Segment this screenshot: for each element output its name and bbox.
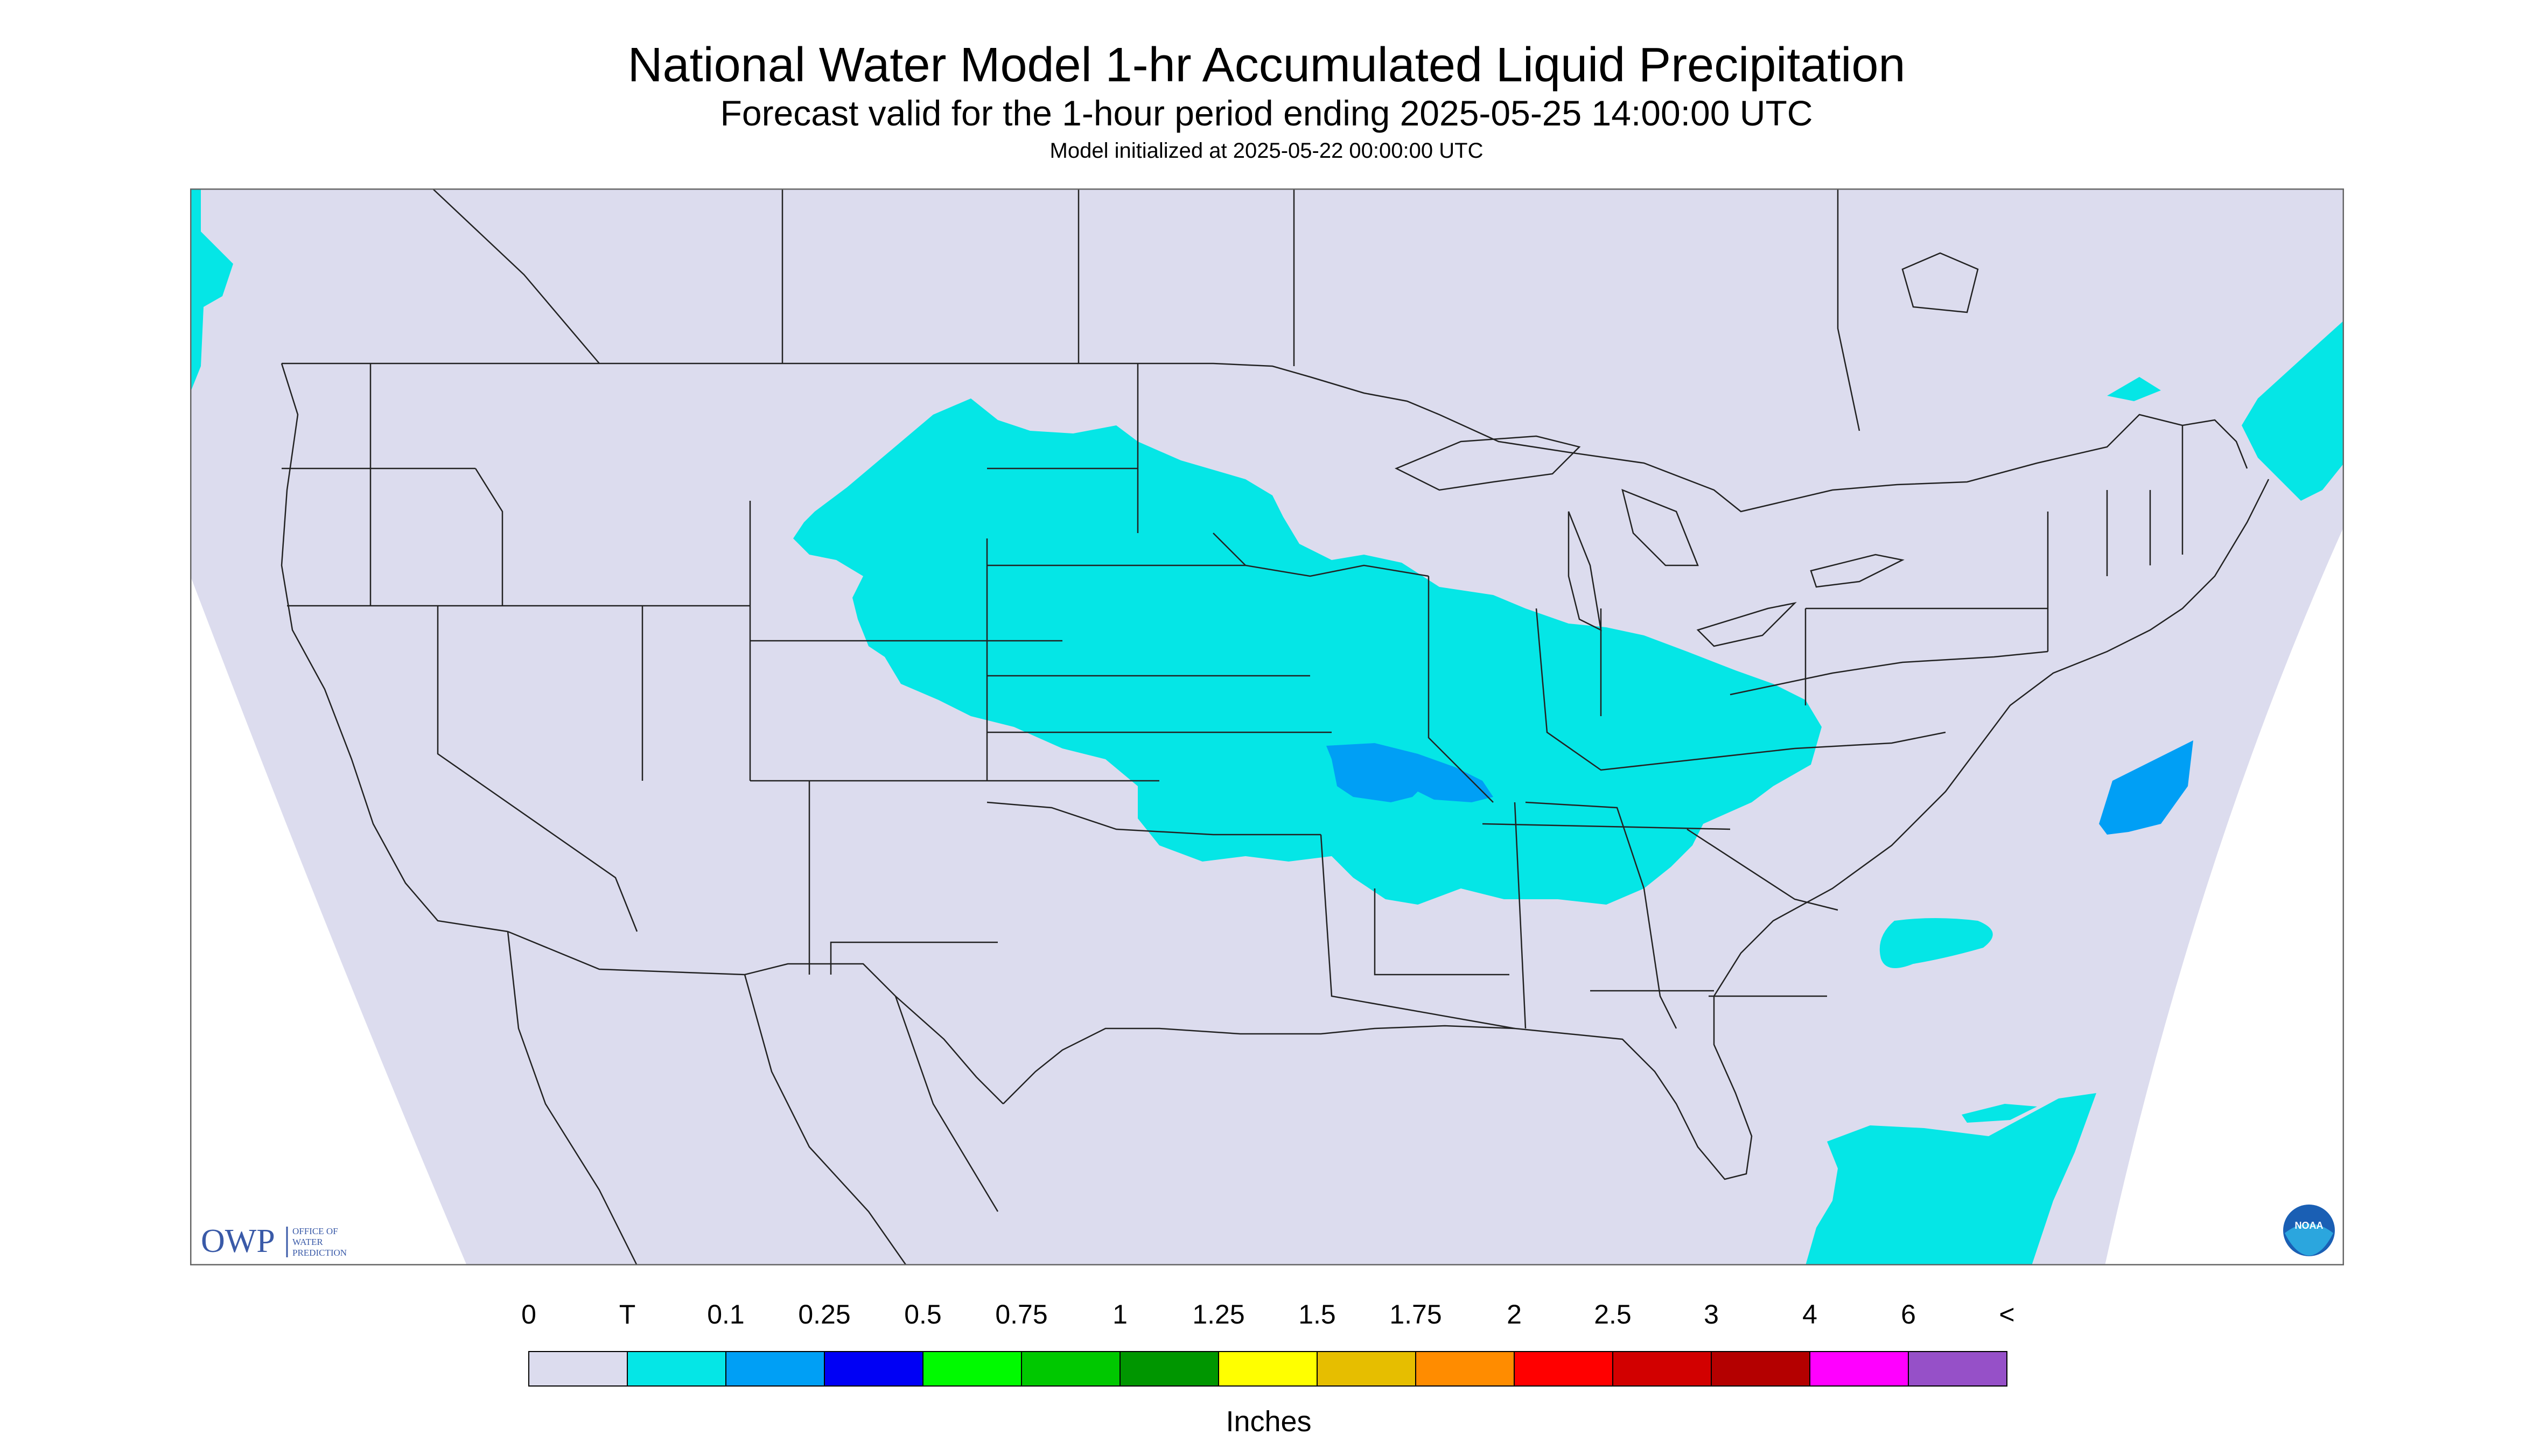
legend-label-3: 0.25 (798, 1299, 850, 1329)
legend-box-0 (528, 1351, 628, 1387)
chart-subtitle: Forecast valid for the 1-hour period end… (720, 93, 1813, 133)
legend-label-1: T (619, 1299, 636, 1329)
legend-label-9: 1.75 (1389, 1299, 1442, 1329)
legend-box-8 (1317, 1351, 1416, 1387)
precipitation-map: OWP OFFICE OF WATER PREDICTION NOAA (190, 188, 2344, 1265)
legend-color-boxes (528, 1351, 2007, 1387)
precip-areas (190, 188, 2344, 1265)
legend-box-2 (725, 1351, 825, 1387)
legend-box-7 (1218, 1351, 1318, 1387)
legend-label-5: 0.75 (995, 1299, 1047, 1329)
legend-label-8: 1.5 (1298, 1299, 1336, 1329)
owp-logo-sub-3: PREDICTION (292, 1248, 347, 1258)
legend-label-10: 2 (1507, 1299, 1522, 1329)
chart-title: National Water Model 1-hr Accumulated Li… (627, 38, 1906, 92)
legend-label-13: 4 (1802, 1299, 1817, 1329)
owp-logo: OWP OFFICE OF WATER PREDICTION (201, 1223, 347, 1259)
precip-area-gulf-cuba (1806, 1093, 2096, 1265)
precip-area-maine-coast (2107, 377, 2161, 401)
legend-box-9 (1415, 1351, 1515, 1387)
legend-label-12: 3 (1704, 1299, 1719, 1329)
legend-label-0: 0 (521, 1299, 536, 1329)
legend-label-14: 6 (1901, 1299, 1916, 1329)
legend-box-3 (824, 1351, 923, 1387)
domain-edge (190, 524, 2344, 1265)
noaa-logo: NOAA (2281, 1202, 2337, 1258)
model-init-text: Model initialized at 2025-05-22 00:00:00… (1049, 139, 1484, 163)
legend-label-4: 0.5 (904, 1299, 942, 1329)
map-frame (190, 188, 2344, 1265)
precip-area-missouri-0-1 (1326, 743, 1493, 802)
legend-label-11: 2.5 (1594, 1299, 1632, 1329)
owp-logo-sub-2: WATER (292, 1237, 323, 1247)
legend-label-15: < (1999, 1299, 2014, 1329)
color-legend: 0 T 0.1 0.25 0.5 0.75 1 1.25 1.5 1.75 2 2.5 3 4 6 < Inc… (521, 1299, 2015, 1438)
owp-logo-text: OWP (201, 1223, 275, 1259)
legend-box-6 (1119, 1351, 1219, 1387)
legend-label-6: 1 (1112, 1299, 1128, 1329)
legend-box-5 (1021, 1351, 1121, 1387)
noaa-logo-text: NOAA (2295, 1220, 2324, 1231)
precip-area-atlantic (2099, 740, 2193, 835)
legend-label-7: 1.25 (1192, 1299, 1244, 1329)
precip-area-new-england (2242, 320, 2344, 501)
legend-box-11 (1612, 1351, 1712, 1387)
precip-area-plains-ohio (793, 398, 1822, 905)
legend-labels: 0 T 0.1 0.25 0.5 0.75 1 1.25 1.5 1.75 2 2.5 3 4 6 < (521, 1299, 2015, 1329)
legend-label-2: 0.1 (707, 1299, 745, 1329)
legend-box-1 (627, 1351, 726, 1387)
legend-box-13 (1809, 1351, 1909, 1387)
legend-units: Inches (1226, 1405, 1311, 1438)
precip-area-gulf-bits (1962, 1104, 2037, 1123)
legend-box-12 (1711, 1351, 1810, 1387)
legend-box-14 (1908, 1351, 2007, 1387)
precip-area-pacific-nw (190, 188, 233, 393)
legend-box-4 (922, 1351, 1022, 1387)
political-boundaries (281, 188, 2270, 1265)
precip-area-atlantic-blob (1879, 918, 1993, 968)
owp-logo-sub-1: OFFICE OF (292, 1226, 338, 1236)
legend-box-10 (1514, 1351, 1613, 1387)
